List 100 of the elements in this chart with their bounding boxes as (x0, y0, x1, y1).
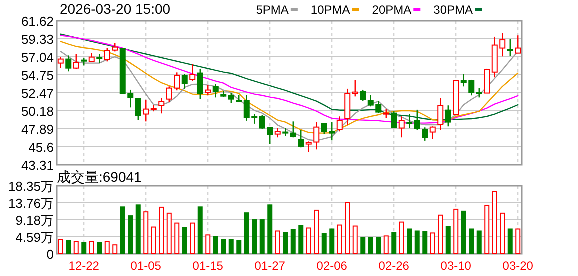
bar (446, 226, 451, 254)
bar (97, 242, 102, 254)
y-tick-label: 0 (46, 247, 54, 262)
candlestick (73, 54, 80, 70)
candlestick (58, 56, 64, 69)
bar (206, 234, 211, 254)
candlestick (143, 99, 150, 122)
candlestick (290, 121, 296, 138)
y-tick-label: 43.31 (21, 158, 54, 173)
bar (151, 226, 156, 254)
candlestick (445, 105, 452, 128)
candlestick (336, 116, 343, 132)
legend-label: 10PMA (310, 3, 350, 17)
candlestick (414, 109, 420, 131)
bar (182, 227, 188, 254)
bar (376, 237, 382, 254)
y-tick-label: 47.89 (21, 122, 54, 137)
candlestick (438, 98, 444, 131)
bar (508, 228, 513, 254)
bar (345, 202, 350, 254)
candlestick (298, 129, 304, 148)
bar (360, 237, 366, 254)
y-tick-label: 9.18万 (16, 212, 54, 228)
bar (516, 228, 521, 254)
y-tick-label: 57.04 (21, 50, 54, 66)
y-tick-label: 61.62 (21, 14, 54, 29)
bar (66, 240, 72, 254)
bar (74, 241, 79, 254)
bar (430, 232, 436, 254)
bar (159, 206, 164, 254)
chart-title: 成交量:69041 (57, 169, 142, 185)
candlestick (190, 63, 196, 82)
bar (384, 236, 389, 254)
candlestick (515, 35, 522, 54)
candlestick (135, 98, 142, 121)
bar (414, 230, 420, 254)
bar (221, 239, 226, 254)
x-tick-label: 12-22 (68, 259, 100, 273)
bar (322, 233, 327, 254)
legend-label: 30PMA (434, 3, 473, 17)
candlestick (197, 68, 204, 100)
candlestick (212, 84, 219, 98)
y-tick-label: 50.18 (21, 104, 54, 119)
x-tick-label: 03-10 (440, 259, 472, 273)
bar (198, 206, 203, 254)
bar (306, 228, 312, 254)
candlestick (66, 55, 72, 72)
x-tick-label: 02-06 (316, 259, 348, 273)
candlestick (182, 74, 188, 90)
bar (298, 225, 304, 254)
y-tick-label: 59.33 (21, 32, 54, 48)
x-tick-label: 02-26 (378, 259, 410, 273)
bar (484, 204, 490, 254)
y-tick-label: 45.6 (28, 140, 54, 155)
bar (422, 231, 428, 254)
candlestick (406, 114, 413, 129)
bar (128, 216, 134, 254)
y-tick-label: 52.47 (21, 86, 54, 101)
bar (352, 226, 358, 254)
candlestick (205, 84, 212, 96)
bar (492, 191, 498, 254)
x-tick-label: 03-20 (502, 259, 534, 273)
candlestick (507, 38, 514, 57)
candlestick (476, 88, 482, 98)
bar (112, 244, 118, 254)
candlestick (360, 89, 366, 102)
legend-label: 20PMA (372, 3, 412, 17)
bar (236, 240, 242, 254)
bar (500, 212, 506, 254)
bar (244, 212, 250, 254)
bar (89, 241, 94, 254)
bar (166, 212, 172, 254)
bar (268, 204, 273, 254)
bar (136, 204, 141, 254)
bar (283, 232, 288, 254)
bar (252, 220, 258, 254)
bar (407, 228, 412, 254)
x-tick-label: 01-27 (254, 259, 286, 273)
candlestick (430, 126, 436, 140)
candlestick (274, 128, 281, 138)
y-tick-label: 18.35万 (8, 179, 54, 194)
bar (469, 228, 474, 254)
bar (314, 210, 320, 254)
bar (82, 242, 87, 254)
bar (461, 210, 466, 254)
candlestick (398, 116, 405, 138)
bar (104, 241, 110, 254)
bar (330, 228, 335, 254)
y-tick-label: 54.75 (21, 68, 54, 84)
bar (337, 224, 342, 254)
bar (454, 208, 459, 254)
chart-title: 2026-03-20 15:00 (60, 1, 171, 17)
x-tick-label: 01-15 (192, 259, 224, 273)
candlestick (391, 111, 398, 128)
bar (392, 232, 397, 254)
y-tick-label: 13.76万 (8, 196, 54, 212)
bar (228, 239, 234, 254)
legend-label: 5PMA (256, 3, 289, 17)
bar (260, 220, 265, 254)
bar (144, 212, 149, 254)
